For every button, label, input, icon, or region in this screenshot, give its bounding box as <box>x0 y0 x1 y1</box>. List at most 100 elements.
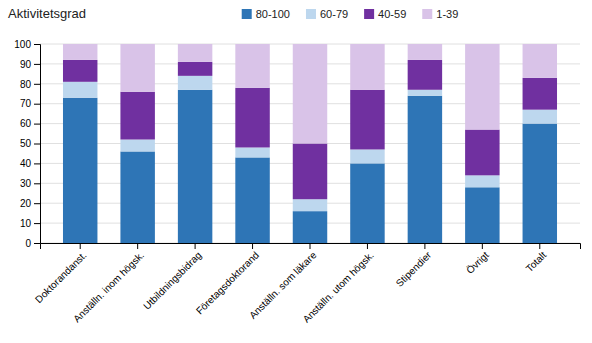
tick: Övrigt <box>464 243 491 276</box>
tick-label: Doktorandanst. <box>33 249 89 305</box>
bar <box>178 44 212 62</box>
tick-label: 70 <box>20 98 32 109</box>
tick-mark <box>539 243 540 249</box>
tick: 0 <box>25 238 40 249</box>
plot: 0102030405060708090100Doktorandanst.Anst… <box>14 39 580 325</box>
tick-mark <box>310 243 311 249</box>
bar <box>235 147 269 157</box>
tick-label: Utbildningsbidrag <box>141 249 203 311</box>
bar <box>350 90 384 150</box>
legend-swatch <box>306 9 316 19</box>
tick: Stipendier <box>394 243 434 289</box>
legend-item: 60-79 <box>306 8 348 20</box>
tick-mark <box>367 243 368 249</box>
tick-label: 40 <box>20 158 32 169</box>
bar <box>293 144 327 200</box>
legend-label: 60-79 <box>320 8 348 20</box>
y-axis: 0102030405060708090100 <box>14 39 40 249</box>
bar <box>523 44 557 78</box>
tick: 60 <box>20 118 40 129</box>
bar <box>235 157 269 243</box>
legend: 80-100 60-79 40-59 1-39 <box>242 8 459 20</box>
legend-item: 1-39 <box>422 8 458 20</box>
bar <box>178 90 212 243</box>
chart: 0102030405060708090100Doktorandanst.Anst… <box>0 0 592 343</box>
tick: 80 <box>20 79 40 90</box>
tick: Anställn. utom högsk. <box>301 243 376 325</box>
tick-mark <box>34 243 40 244</box>
legend-label: 1-39 <box>436 8 458 20</box>
tick-mark <box>137 243 138 249</box>
bar <box>120 151 154 243</box>
axis-line <box>34 45 41 244</box>
bar <box>408 60 442 90</box>
tick-mark <box>424 243 425 249</box>
bar <box>178 76 212 90</box>
bar <box>120 92 154 140</box>
tick: 30 <box>20 178 40 189</box>
tick-mark <box>34 84 40 85</box>
grid <box>40 44 580 243</box>
tick: 20 <box>20 198 40 209</box>
bar <box>350 44 384 90</box>
bar <box>408 44 442 60</box>
bar <box>120 140 154 152</box>
axis-line <box>41 244 581 250</box>
x-axis: Doktorandanst.Anställn. inom högsk.Utbil… <box>33 243 581 325</box>
tick: 10 <box>20 218 40 229</box>
tick-mark <box>34 163 40 164</box>
tick-mark <box>34 44 40 45</box>
title: Aktivitetsgrad <box>8 6 86 21</box>
bar <box>293 199 327 211</box>
bar <box>63 44 97 60</box>
legend-item: 40-59 <box>364 8 406 20</box>
bar <box>235 88 269 148</box>
tick-label: 50 <box>20 138 32 149</box>
tick-label: Övrigt <box>464 249 491 276</box>
tick-mark <box>482 243 483 249</box>
tick-mark <box>34 144 40 145</box>
tick-label: Stipendier <box>394 249 434 289</box>
tick-label: 20 <box>20 198 32 209</box>
bars <box>63 44 557 243</box>
tick-mark <box>34 64 40 65</box>
tick-mark <box>34 104 40 105</box>
tick: Doktorandanst. <box>33 243 89 305</box>
bar <box>408 90 442 96</box>
bar <box>293 211 327 243</box>
tick: Utbildningsbidrag <box>141 243 203 312</box>
bar <box>350 163 384 243</box>
tick-mark <box>252 243 253 249</box>
tick-mark <box>34 203 40 204</box>
legend-swatch <box>242 9 252 19</box>
bar <box>523 124 557 243</box>
tick: 40 <box>20 158 40 169</box>
bar <box>408 96 442 243</box>
bar <box>178 62 212 76</box>
tick-label: Företagsdoktorand <box>194 249 261 316</box>
legend-swatch <box>422 9 432 19</box>
bar <box>465 130 499 176</box>
tick: Anställn. inom högsk. <box>71 243 146 324</box>
tick-label: Anställn. utom högsk. <box>301 249 376 324</box>
bar <box>293 44 327 144</box>
legend-swatch <box>364 9 374 19</box>
tick: Företagsdoktorand <box>194 243 261 317</box>
bar <box>63 60 97 82</box>
bar <box>350 149 384 163</box>
legend-label: 80-100 <box>256 8 290 20</box>
bar <box>465 44 499 130</box>
tick: Totalt <box>524 243 549 274</box>
tick: 90 <box>20 59 40 70</box>
series <box>63 44 557 144</box>
bar <box>465 175 499 187</box>
tick-label: 60 <box>20 118 32 129</box>
tick: 50 <box>20 138 40 149</box>
legend-label: 40-59 <box>378 8 406 20</box>
bar <box>523 110 557 124</box>
bar <box>120 44 154 92</box>
tick-label: 80 <box>20 79 32 90</box>
bar <box>523 78 557 110</box>
tick: 70 <box>20 98 40 109</box>
tick-label: 10 <box>20 218 32 229</box>
